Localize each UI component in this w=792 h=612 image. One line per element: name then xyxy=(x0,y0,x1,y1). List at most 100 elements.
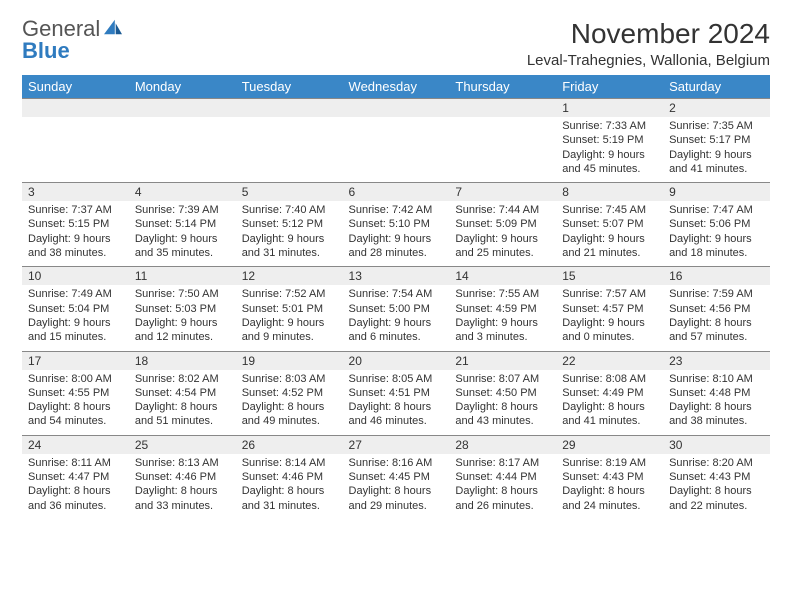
calendar-day: 27Sunrise: 8:16 AMSunset: 4:45 PMDayligh… xyxy=(343,435,450,519)
day-number: 27 xyxy=(343,436,450,454)
day-details: Sunrise: 7:44 AMSunset: 5:09 PMDaylight:… xyxy=(449,201,556,266)
daylight-line1: Daylight: 8 hours xyxy=(562,484,657,498)
daylight-line2: and 35 minutes. xyxy=(135,246,230,260)
day-details: Sunrise: 7:42 AMSunset: 5:10 PMDaylight:… xyxy=(343,201,450,266)
calendar-day: 22Sunrise: 8:08 AMSunset: 4:49 PMDayligh… xyxy=(556,351,663,435)
sunset-line: Sunset: 5:09 PM xyxy=(455,217,550,231)
sunset-line: Sunset: 4:47 PM xyxy=(28,470,123,484)
sunrise-line: Sunrise: 7:50 AM xyxy=(135,287,230,301)
daylight-line2: and 18 minutes. xyxy=(669,246,764,260)
calendar-empty xyxy=(343,99,450,183)
day-number: 6 xyxy=(343,183,450,201)
sunset-line: Sunset: 4:55 PM xyxy=(28,386,123,400)
daylight-line2: and 57 minutes. xyxy=(669,330,764,344)
daylight-line1: Daylight: 8 hours xyxy=(135,400,230,414)
sail-icon xyxy=(102,18,124,36)
calendar-day: 7Sunrise: 7:44 AMSunset: 5:09 PMDaylight… xyxy=(449,183,556,267)
daylight-line1: Daylight: 9 hours xyxy=(455,232,550,246)
month-title: November 2024 xyxy=(527,18,770,50)
sunset-line: Sunset: 5:04 PM xyxy=(28,302,123,316)
calendar-day: 6Sunrise: 7:42 AMSunset: 5:10 PMDaylight… xyxy=(343,183,450,267)
calendar-day: 17Sunrise: 8:00 AMSunset: 4:55 PMDayligh… xyxy=(22,351,129,435)
daylight-line1: Daylight: 9 hours xyxy=(28,316,123,330)
day-details: Sunrise: 8:05 AMSunset: 4:51 PMDaylight:… xyxy=(343,370,450,435)
calendar-day: 20Sunrise: 8:05 AMSunset: 4:51 PMDayligh… xyxy=(343,351,450,435)
daylight-line1: Daylight: 8 hours xyxy=(242,400,337,414)
calendar-day: 14Sunrise: 7:55 AMSunset: 4:59 PMDayligh… xyxy=(449,267,556,351)
daylight-line1: Daylight: 8 hours xyxy=(669,316,764,330)
calendar-day: 11Sunrise: 7:50 AMSunset: 5:03 PMDayligh… xyxy=(129,267,236,351)
day-number: 10 xyxy=(22,267,129,285)
daylight-line2: and 49 minutes. xyxy=(242,414,337,428)
day-details: Sunrise: 7:57 AMSunset: 4:57 PMDaylight:… xyxy=(556,285,663,350)
daylight-line2: and 12 minutes. xyxy=(135,330,230,344)
daylight-line2: and 43 minutes. xyxy=(455,414,550,428)
daylight-line1: Daylight: 8 hours xyxy=(349,400,444,414)
daylight-line1: Daylight: 9 hours xyxy=(669,232,764,246)
calendar-day: 15Sunrise: 7:57 AMSunset: 4:57 PMDayligh… xyxy=(556,267,663,351)
daylight-line2: and 3 minutes. xyxy=(455,330,550,344)
daylight-line1: Daylight: 9 hours xyxy=(135,316,230,330)
day-number: 16 xyxy=(663,267,770,285)
sunrise-line: Sunrise: 7:39 AM xyxy=(135,203,230,217)
sunrise-line: Sunrise: 8:03 AM xyxy=(242,372,337,386)
daylight-line1: Daylight: 9 hours xyxy=(242,316,337,330)
header: General Blue November 2024 Leval-Trahegn… xyxy=(22,18,770,69)
daylight-line2: and 15 minutes. xyxy=(28,330,123,344)
calendar-day: 28Sunrise: 8:17 AMSunset: 4:44 PMDayligh… xyxy=(449,435,556,519)
day-number: 14 xyxy=(449,267,556,285)
daylight-line2: and 31 minutes. xyxy=(242,246,337,260)
sunrise-line: Sunrise: 7:35 AM xyxy=(669,119,764,133)
calendar-week: 3Sunrise: 7:37 AMSunset: 5:15 PMDaylight… xyxy=(22,183,770,267)
sunset-line: Sunset: 4:46 PM xyxy=(242,470,337,484)
sunset-line: Sunset: 5:00 PM xyxy=(349,302,444,316)
day-details: Sunrise: 8:17 AMSunset: 4:44 PMDaylight:… xyxy=(449,454,556,519)
weekday-header: Saturday xyxy=(663,75,770,99)
weekday-header: Wednesday xyxy=(343,75,450,99)
daylight-line1: Daylight: 9 hours xyxy=(562,148,657,162)
daylight-line2: and 41 minutes. xyxy=(669,162,764,176)
brand-logo: General Blue xyxy=(22,18,124,62)
sunset-line: Sunset: 4:57 PM xyxy=(562,302,657,316)
calendar-day: 19Sunrise: 8:03 AMSunset: 4:52 PMDayligh… xyxy=(236,351,343,435)
sunset-line: Sunset: 5:10 PM xyxy=(349,217,444,231)
day-details: Sunrise: 7:47 AMSunset: 5:06 PMDaylight:… xyxy=(663,201,770,266)
sunset-line: Sunset: 4:43 PM xyxy=(562,470,657,484)
day-details: Sunrise: 7:35 AMSunset: 5:17 PMDaylight:… xyxy=(663,117,770,182)
sunrise-line: Sunrise: 8:16 AM xyxy=(349,456,444,470)
sunset-line: Sunset: 4:51 PM xyxy=(349,386,444,400)
day-number: 7 xyxy=(449,183,556,201)
day-number: 28 xyxy=(449,436,556,454)
daylight-line2: and 31 minutes. xyxy=(242,499,337,513)
sunrise-line: Sunrise: 8:05 AM xyxy=(349,372,444,386)
day-details: Sunrise: 8:02 AMSunset: 4:54 PMDaylight:… xyxy=(129,370,236,435)
day-number: 20 xyxy=(343,352,450,370)
day-number: 3 xyxy=(22,183,129,201)
daylight-line2: and 36 minutes. xyxy=(28,499,123,513)
day-details: Sunrise: 7:52 AMSunset: 5:01 PMDaylight:… xyxy=(236,285,343,350)
day-number: 4 xyxy=(129,183,236,201)
calendar-empty xyxy=(236,99,343,183)
daylight-line1: Daylight: 9 hours xyxy=(349,316,444,330)
daylight-line1: Daylight: 8 hours xyxy=(455,400,550,414)
day-details: Sunrise: 7:37 AMSunset: 5:15 PMDaylight:… xyxy=(22,201,129,266)
sunrise-line: Sunrise: 8:00 AM xyxy=(28,372,123,386)
day-details: Sunrise: 7:54 AMSunset: 5:00 PMDaylight:… xyxy=(343,285,450,350)
day-details: Sunrise: 7:55 AMSunset: 4:59 PMDaylight:… xyxy=(449,285,556,350)
calendar-day: 26Sunrise: 8:14 AMSunset: 4:46 PMDayligh… xyxy=(236,435,343,519)
day-number: 12 xyxy=(236,267,343,285)
daylight-line1: Daylight: 8 hours xyxy=(562,400,657,414)
daylight-line2: and 0 minutes. xyxy=(562,330,657,344)
sunrise-line: Sunrise: 8:14 AM xyxy=(242,456,337,470)
day-number: 17 xyxy=(22,352,129,370)
calendar-day: 18Sunrise: 8:02 AMSunset: 4:54 PMDayligh… xyxy=(129,351,236,435)
daylight-line1: Daylight: 9 hours xyxy=(242,232,337,246)
daylight-line2: and 24 minutes. xyxy=(562,499,657,513)
calendar-day: 30Sunrise: 8:20 AMSunset: 4:43 PMDayligh… xyxy=(663,435,770,519)
daylight-line2: and 38 minutes. xyxy=(28,246,123,260)
calendar-week: 1Sunrise: 7:33 AMSunset: 5:19 PMDaylight… xyxy=(22,99,770,183)
sunset-line: Sunset: 4:49 PM xyxy=(562,386,657,400)
day-details: Sunrise: 7:50 AMSunset: 5:03 PMDaylight:… xyxy=(129,285,236,350)
calendar-table: SundayMondayTuesdayWednesdayThursdayFrid… xyxy=(22,75,770,519)
sunset-line: Sunset: 5:15 PM xyxy=(28,217,123,231)
